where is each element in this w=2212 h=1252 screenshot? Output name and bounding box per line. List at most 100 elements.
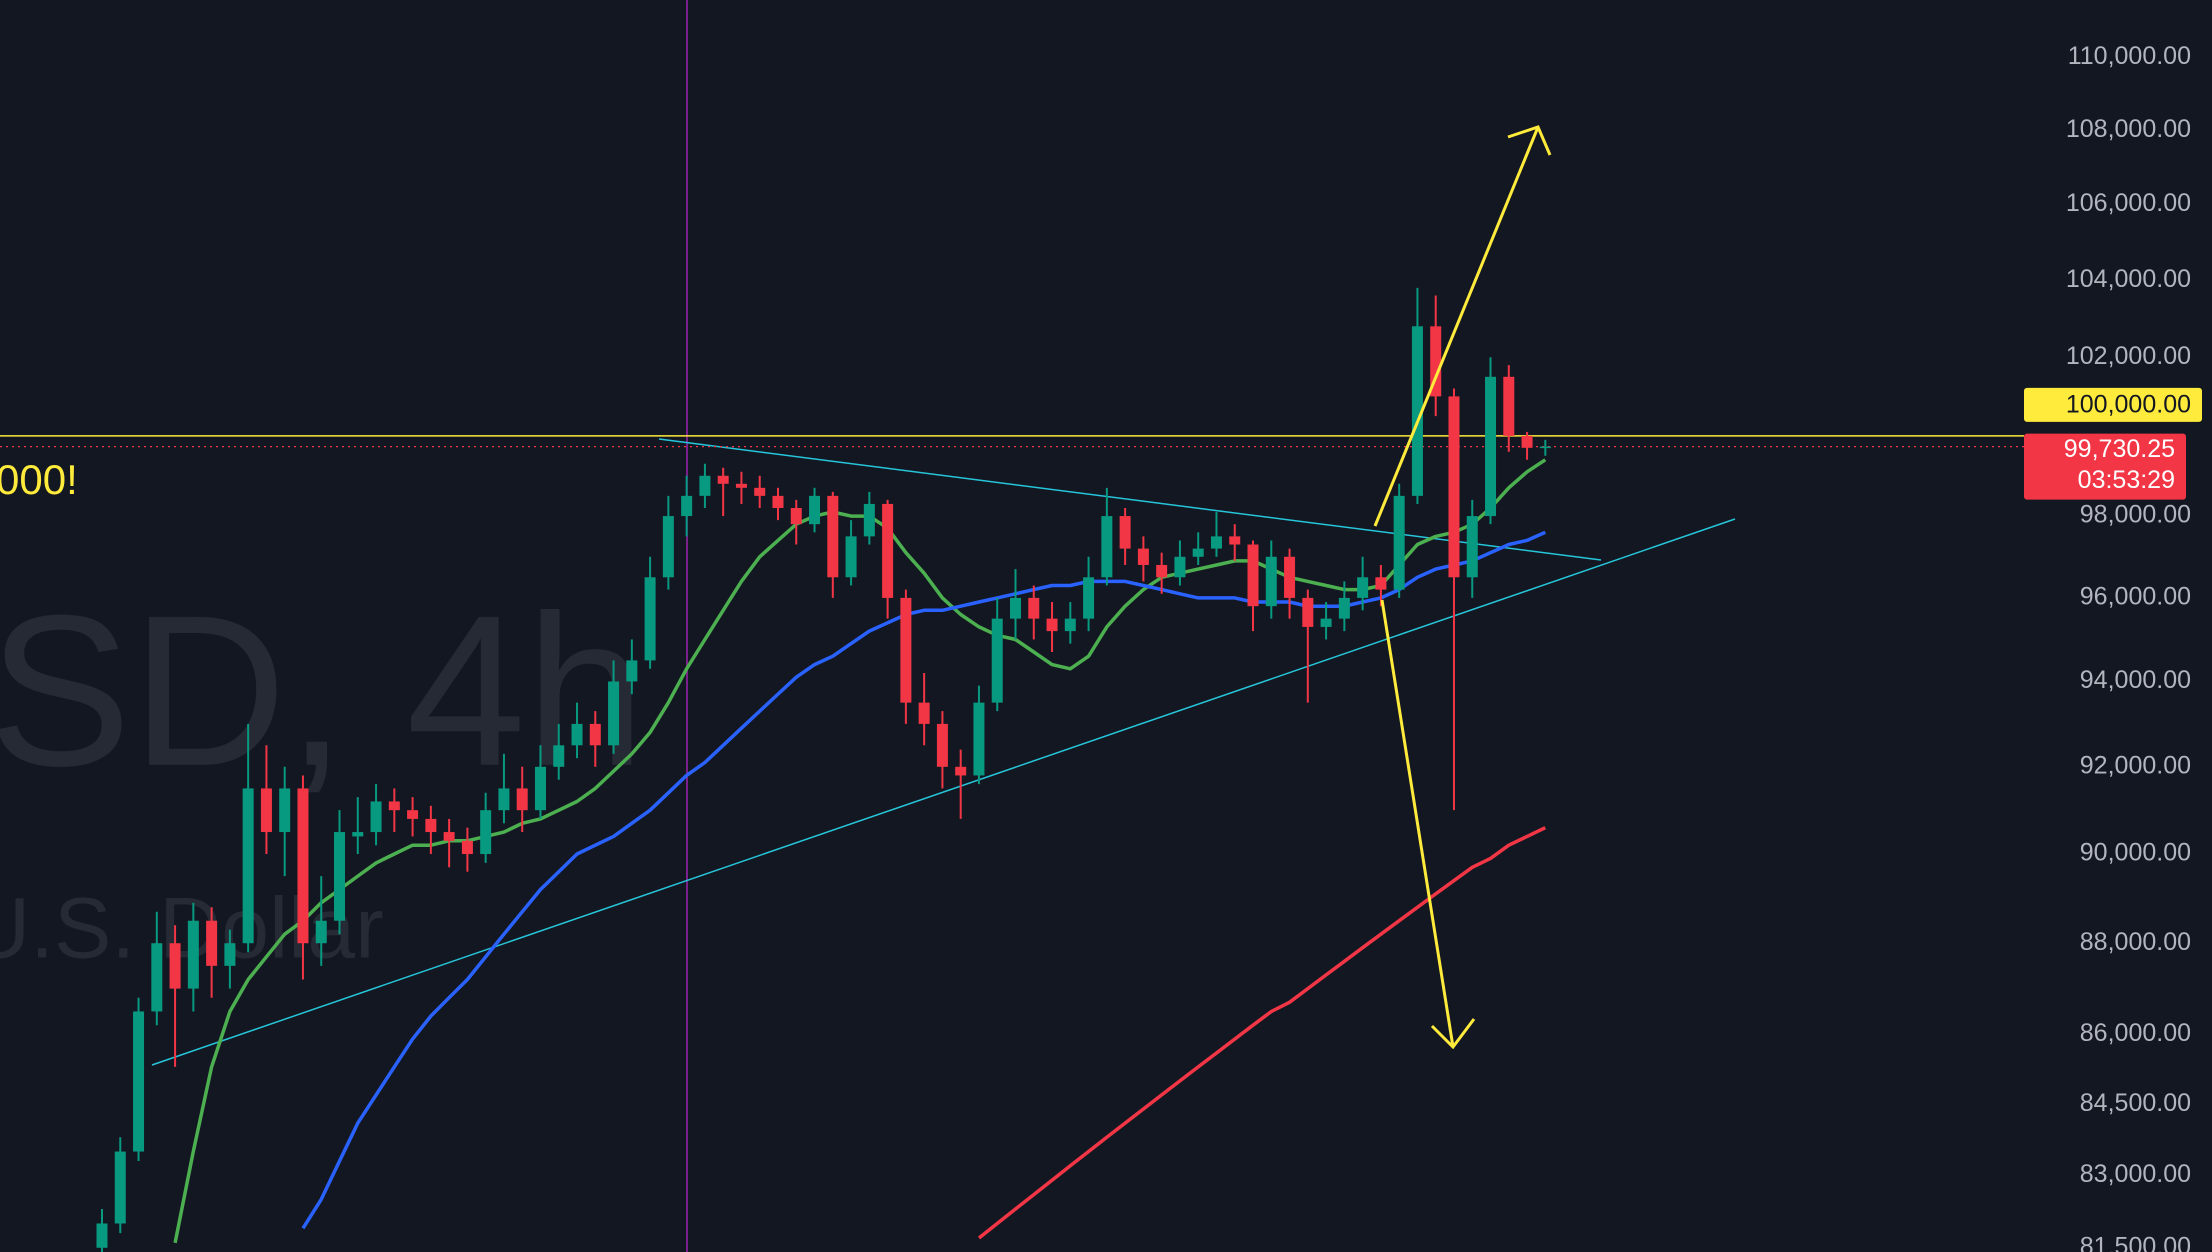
- candle-body: [936, 723, 948, 767]
- candle-body: [1393, 495, 1405, 590]
- candle-body: [407, 810, 419, 819]
- y-tick-label: 88,000.00: [2080, 928, 2191, 956]
- candle-body: [297, 788, 309, 944]
- countdown-label: 03:53:29: [2078, 466, 2175, 494]
- candle-body: [206, 920, 218, 966]
- candle-body: [681, 495, 693, 517]
- candle-body: [1229, 536, 1241, 545]
- y-tick-label: 108,000.00: [2066, 115, 2191, 143]
- trend-line: [658, 438, 1602, 561]
- candle-body: [717, 475, 729, 484]
- arrow-down-head: [1430, 1018, 1476, 1050]
- y-tick-label: 98,000.00: [2080, 501, 2191, 529]
- y-tick-label: 96,000.00: [2080, 583, 2191, 611]
- candle-body: [1064, 618, 1076, 632]
- candle-body: [644, 577, 656, 661]
- candle-body: [114, 1151, 126, 1224]
- candle-body: [425, 818, 437, 833]
- candle-body: [973, 702, 985, 776]
- arrows: [1373, 125, 1552, 1050]
- candle-body: [1338, 597, 1350, 619]
- candle-body: [334, 832, 346, 921]
- plot: [0, 287, 2024, 1252]
- candle-body: [553, 745, 565, 767]
- candle-body: [662, 516, 674, 578]
- candle-body: [1430, 326, 1442, 397]
- candle-body: [1375, 577, 1387, 590]
- y-tick-label: 90,000.00: [2080, 839, 2191, 867]
- arrow-up: [1373, 126, 1540, 527]
- candle-body: [1448, 396, 1460, 578]
- candle-body: [443, 832, 455, 841]
- candle-body: [900, 597, 912, 703]
- candle-body: [1320, 618, 1332, 627]
- candle-body: [1466, 516, 1478, 578]
- last-price-box: [2024, 433, 2186, 500]
- candle-body: [516, 788, 528, 811]
- candle-body: [279, 788, 291, 833]
- candle-body: [461, 840, 473, 855]
- candle-body: [498, 788, 510, 811]
- candle-body: [1046, 618, 1058, 632]
- annotation: 000!: [0, 456, 78, 503]
- price-axis: 110,000.00 108,000.00 106,000.00 104,000.00…: [2024, 42, 2202, 1252]
- candle-body: [260, 788, 272, 833]
- level-label: 100,000.00: [2066, 391, 2191, 419]
- candle-body: [772, 495, 784, 508]
- candle-body: [1411, 326, 1423, 496]
- y-tick-label: 92,000.00: [2080, 751, 2191, 779]
- y-tick-label: 86,000.00: [2080, 1019, 2191, 1047]
- y-tick-label: 102,000.00: [2066, 342, 2191, 370]
- arrow-down: [1380, 599, 1455, 1048]
- candle-body: [735, 483, 747, 488]
- candle-body: [1284, 556, 1296, 598]
- candle-body: [809, 495, 821, 525]
- level-label-box: [2024, 387, 2202, 422]
- candle-body: [699, 475, 711, 496]
- candle-body: [863, 503, 875, 537]
- candle-body: [845, 536, 857, 578]
- candle-body: [224, 943, 236, 966]
- y-tick-label: 81,500.00: [2080, 1232, 2191, 1252]
- candle-body: [1192, 548, 1204, 557]
- candle-body: [1010, 597, 1021, 619]
- candle-body: [626, 660, 638, 682]
- candle-body: [151, 943, 163, 1012]
- candle-body: [1156, 564, 1168, 578]
- candle-body: [991, 618, 1003, 703]
- y-tick-label: 106,000.00: [2066, 189, 2191, 217]
- candle-body: [187, 920, 199, 989]
- candle-body: [242, 788, 254, 944]
- candle-body: [96, 1223, 108, 1248]
- candle-body: [1265, 556, 1277, 607]
- candle-body: [1028, 597, 1040, 619]
- candle-body: [315, 920, 327, 944]
- candle-body: [480, 810, 492, 855]
- candle-body: [918, 702, 930, 724]
- candle-body: [534, 766, 546, 811]
- candle-body: [790, 507, 802, 525]
- y-tick-label: 110,000.00: [2068, 42, 2191, 70]
- candle-body: [1247, 544, 1259, 607]
- candle-body: [133, 1011, 145, 1152]
- candle-body: [1083, 577, 1095, 619]
- candle-body: [608, 681, 620, 746]
- candle-body: [1539, 446, 1551, 449]
- moving-average: [173, 458, 1547, 1244]
- candle-body: [388, 801, 400, 811]
- candle-body: [1174, 556, 1186, 578]
- candle-body: [827, 495, 839, 578]
- candle-body: [882, 503, 894, 598]
- y-tick-label: 94,000.00: [2080, 666, 2191, 694]
- arrow-up-head: [1507, 125, 1552, 156]
- candle-body: [1210, 536, 1222, 549]
- moving-average: [301, 530, 1547, 1230]
- candle-body: [1521, 435, 1533, 448]
- watermark-symbol: SD, 4h: [0, 570, 645, 811]
- y-tick-label: 83,000.00: [2080, 1160, 2191, 1188]
- candle-body: [571, 723, 583, 746]
- last-price-label: 99,730.25: [2064, 435, 2175, 463]
- trend-line: [151, 518, 1736, 1066]
